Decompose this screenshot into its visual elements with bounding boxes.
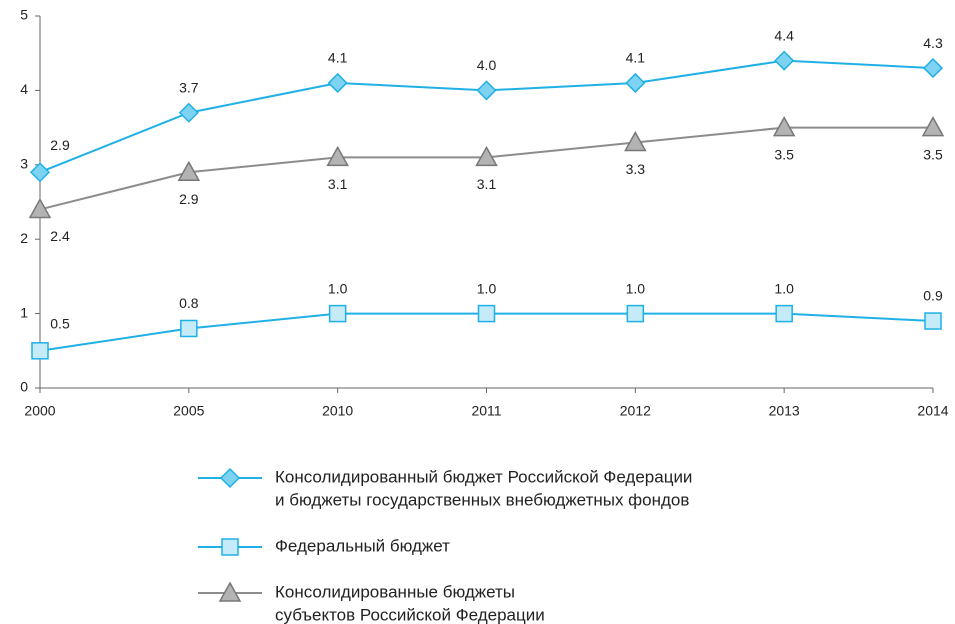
legend-marker bbox=[219, 467, 241, 489]
y-tick-label: 4 bbox=[20, 81, 28, 97]
x-tick-label: 2013 bbox=[769, 403, 800, 419]
y-tick-label: 1 bbox=[20, 304, 28, 320]
legend-label: и бюджеты государственных внебюджетных ф… bbox=[275, 490, 689, 509]
data-point bbox=[625, 72, 646, 94]
x-tick-label: 2010 bbox=[322, 403, 353, 419]
data-point bbox=[624, 130, 647, 152]
data-label: 0.5 bbox=[50, 316, 70, 332]
data-label: 4.1 bbox=[626, 50, 646, 66]
data-label: 2.9 bbox=[179, 191, 199, 207]
data-point bbox=[31, 342, 49, 360]
data-point bbox=[177, 160, 201, 181]
data-label: 2.4 bbox=[50, 228, 70, 244]
data-point bbox=[180, 319, 198, 338]
data-point bbox=[921, 116, 945, 137]
x-tick-label: 2012 bbox=[620, 403, 651, 419]
data-label: 0.9 bbox=[923, 288, 943, 304]
data-point bbox=[476, 80, 497, 101]
data-point bbox=[774, 50, 795, 71]
data-point bbox=[28, 197, 52, 219]
data-label: 0.8 bbox=[179, 295, 199, 311]
data-point bbox=[775, 304, 793, 323]
legend-label: Консолидированный бюджет Российской Феде… bbox=[275, 467, 692, 486]
y-tick-label: 3 bbox=[20, 156, 28, 172]
data-label: 4.1 bbox=[328, 50, 348, 66]
data-label: 4.3 bbox=[923, 35, 943, 51]
data-label: 3.7 bbox=[179, 79, 199, 95]
data-label: 1.0 bbox=[626, 280, 646, 296]
data-point bbox=[924, 312, 942, 330]
data-point bbox=[327, 72, 348, 94]
data-label: 3.3 bbox=[626, 161, 646, 177]
y-tick-label: 0 bbox=[20, 379, 28, 395]
data-point bbox=[178, 102, 199, 123]
y-tick-label: 2 bbox=[20, 230, 28, 246]
legend-marker bbox=[218, 581, 242, 602]
data-point bbox=[328, 304, 347, 323]
data-point bbox=[772, 116, 796, 137]
legend-marker bbox=[221, 538, 239, 556]
data-label: 1.0 bbox=[477, 280, 497, 296]
data-point bbox=[475, 145, 498, 167]
data-label: 3.5 bbox=[923, 146, 943, 162]
data-label: 1.0 bbox=[328, 280, 348, 296]
x-tick-label: 2005 bbox=[173, 403, 204, 419]
series-line bbox=[39, 126, 933, 211]
data-label: 1.0 bbox=[774, 280, 794, 296]
data-label: 2.9 bbox=[50, 137, 70, 153]
data-label: 3.1 bbox=[328, 176, 348, 192]
x-tick-label: 2014 bbox=[917, 403, 948, 419]
data-label: 4.0 bbox=[477, 57, 497, 73]
legend: Консолидированный бюджет Российской Феде… bbox=[198, 467, 692, 624]
data-point bbox=[326, 145, 349, 167]
y-tick-label: 5 bbox=[20, 7, 28, 23]
data-point bbox=[29, 162, 51, 183]
data-label: 3.1 bbox=[477, 176, 497, 192]
legend-label: Федеральный бюджет bbox=[275, 536, 450, 555]
legend-label: Консолидированные бюджеты bbox=[275, 582, 515, 601]
x-tick-label: 2000 bbox=[24, 403, 55, 419]
x-tick-label: 2011 bbox=[471, 403, 501, 419]
data-label: 4.4 bbox=[774, 27, 794, 43]
data-point bbox=[922, 58, 944, 79]
legend-label: субъектов Российской Федерации bbox=[275, 605, 545, 624]
data-point bbox=[477, 304, 496, 323]
data-label: 3.5 bbox=[774, 146, 794, 162]
data-point bbox=[626, 304, 645, 323]
